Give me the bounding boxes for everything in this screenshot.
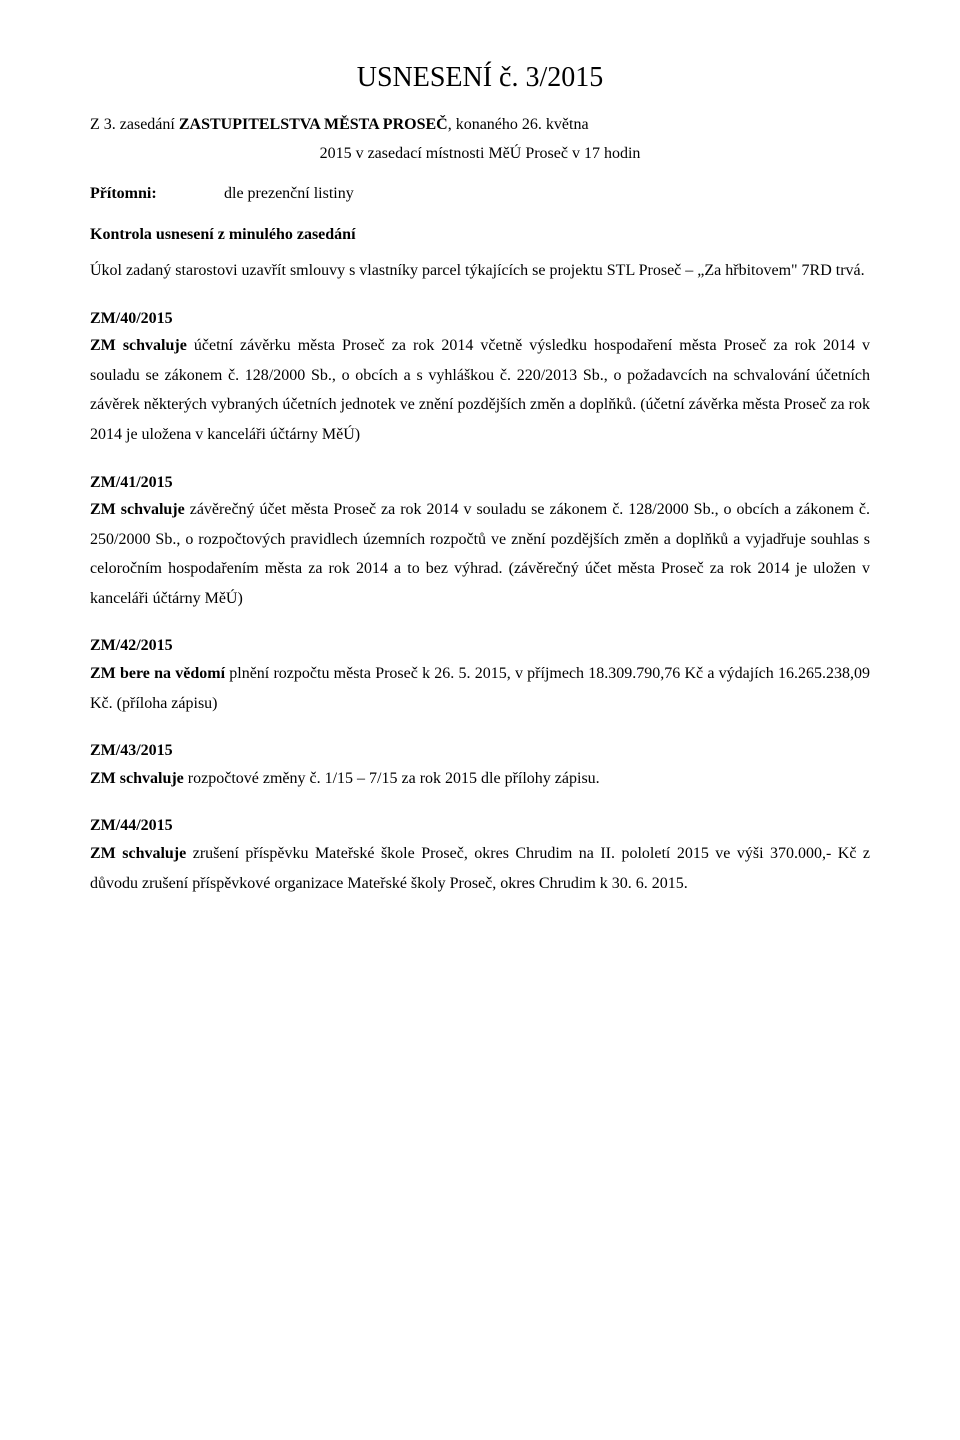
resolution-42-body: ZM bere na vědomí plnění rozpočtu města …: [90, 659, 870, 718]
attendance-value: dle prezenční listiny: [224, 185, 354, 202]
attendance-label: Přítomni:: [90, 183, 220, 205]
resolution-44-lead: ZM schvaluje: [90, 845, 193, 862]
resolution-43-num: ZM/43/2015: [90, 738, 870, 764]
document-subtitle: Z 3. zasedání ZASTUPITELSTVA MĚSTA PROSE…: [90, 114, 870, 136]
resolution-41-num: ZM/41/2015: [90, 470, 870, 496]
control-heading: Kontrola usnesení z minulého zasedání: [90, 224, 870, 246]
document-page: USNESENÍ č. 3/2015 Z 3. zasedání ZASTUPI…: [0, 0, 960, 1440]
document-title: USNESENÍ č. 3/2015: [90, 60, 870, 96]
attendance-row: Přítomni: dle prezenční listiny: [90, 183, 870, 205]
meeting-info: 2015 v zasedací místnosti MěÚ Proseč v 1…: [90, 143, 870, 165]
resolution-43-body: ZM schvaluje rozpočtové změny č. 1/15 – …: [90, 764, 870, 794]
control-body: Úkol zadaný starostovi uzavřít smlouvy s…: [90, 256, 870, 286]
resolution-43-lead: ZM schvaluje: [90, 770, 188, 787]
subtitle-suffix: , konaného 26. května: [448, 116, 589, 133]
resolution-44-text: zrušení příspěvku Mateřské škole Proseč,…: [90, 845, 870, 892]
resolution-40-body: ZM schvaluje účetní závěrku města Proseč…: [90, 331, 870, 449]
resolution-41-text: závěrečný účet města Proseč za rok 2014 …: [90, 501, 870, 607]
resolution-41-body: ZM schvaluje závěrečný účet města Proseč…: [90, 495, 870, 613]
resolution-43-text: rozpočtové změny č. 1/15 – 7/15 za rok 2…: [188, 770, 600, 787]
resolution-40-text: účetní závěrku města Proseč za rok 2014 …: [90, 337, 870, 443]
resolution-40-lead: ZM schvaluje: [90, 337, 194, 354]
resolution-44-num: ZM/44/2015: [90, 813, 870, 839]
resolution-41-lead: ZM schvaluje: [90, 501, 190, 518]
resolution-42-num: ZM/42/2015: [90, 633, 870, 659]
resolution-40-num: ZM/40/2015: [90, 306, 870, 332]
subtitle-prefix: Z 3. zasedání: [90, 116, 179, 133]
resolution-42-lead: ZM bere na vědomí: [90, 665, 229, 682]
resolution-44-body: ZM schvaluje zrušení příspěvku Mateřské …: [90, 839, 870, 898]
subtitle-bold: ZASTUPITELSTVA MĚSTA PROSEČ: [179, 116, 448, 133]
